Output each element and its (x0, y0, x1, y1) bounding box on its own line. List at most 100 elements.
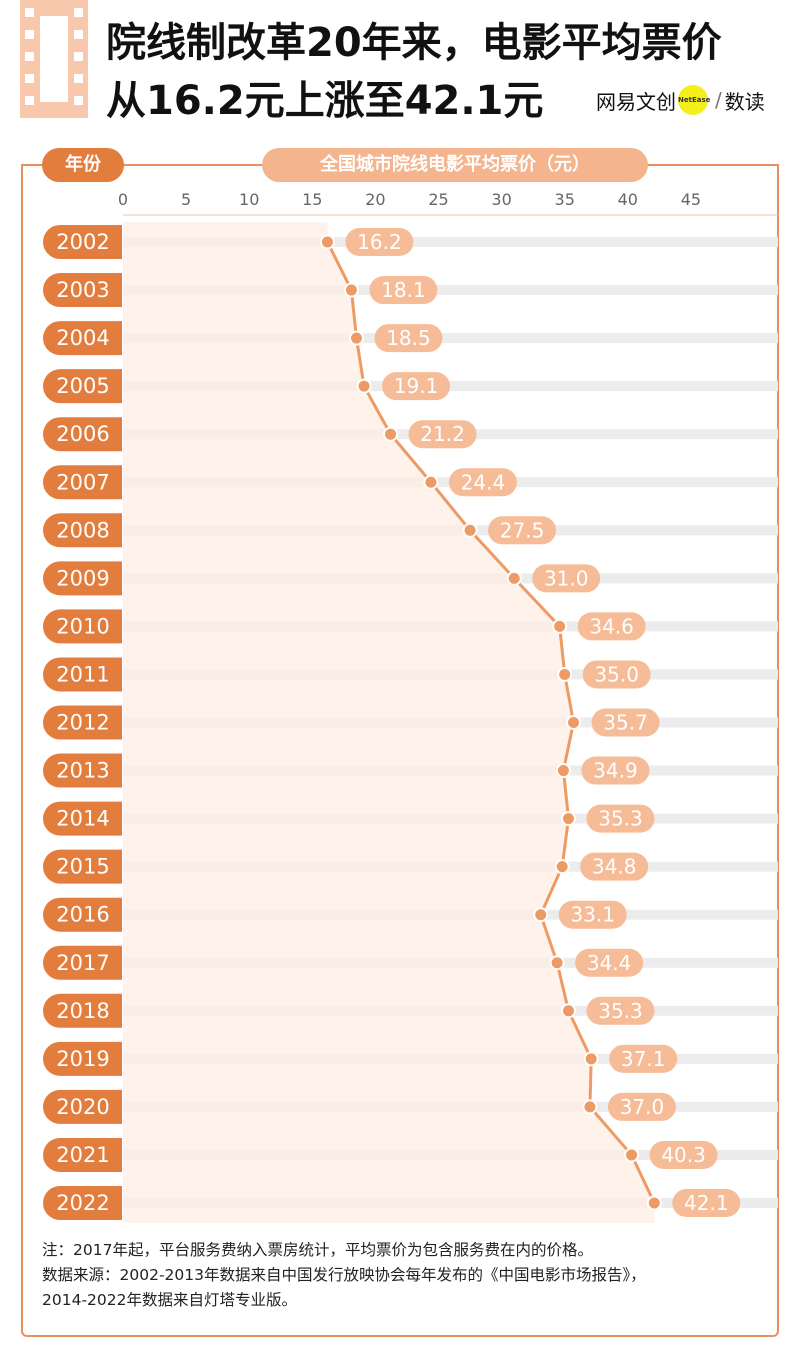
year-pill (42, 993, 123, 1028)
x-tick-label: 40 (618, 190, 638, 209)
value-pill (345, 228, 414, 256)
value-pill (577, 612, 646, 641)
footnote-line-3: 2014-2022年数据来自灯塔专业版。 (42, 1291, 297, 1309)
value-label: 42.1 (684, 1191, 729, 1215)
year-label: 2009 (56, 566, 109, 590)
year-label: 2008 (56, 518, 109, 542)
x-tick-label: 25 (428, 190, 448, 209)
value-label: 18.1 (381, 278, 426, 302)
logo-brand: 网易文创 (596, 89, 676, 114)
year-pill (43, 369, 122, 404)
footnote-line-1: 注：2017年起，平台服务费纳入票房统计，平均票价为包含服务费在内的价格。 (42, 1241, 593, 1259)
data-point (319, 234, 335, 250)
year-label: 2020 (56, 1095, 109, 1119)
title-line-1: 院线制改革20年来，电影平均票价 (106, 20, 722, 66)
year-pill (43, 753, 122, 788)
value-label: 37.0 (620, 1095, 665, 1119)
year-label: 2010 (56, 614, 109, 638)
year-label: 2021 (56, 1143, 109, 1167)
brand-logo: 网易文创 NetEase / 数读 (596, 84, 782, 116)
value-pill (532, 564, 601, 593)
value-pill (609, 1044, 678, 1073)
x-tick-label: 20 (365, 190, 385, 209)
value-pill (488, 516, 557, 545)
year-pill (43, 1186, 122, 1220)
value-label: 35.3 (598, 999, 643, 1023)
year-axis-header: 年份 (42, 148, 124, 182)
value-pill (586, 996, 655, 1025)
year-label: 2014 (56, 807, 109, 831)
value-pill (369, 276, 438, 305)
year-pill (43, 417, 122, 452)
film-strip-decoration (20, 0, 88, 118)
chart-frame (21, 165, 779, 1337)
value-label: 18.5 (386, 326, 431, 350)
value-pill (586, 804, 655, 833)
value-label: 37.1 (621, 1047, 666, 1071)
logo-product: 数读 (724, 89, 765, 114)
year-label: 2006 (56, 422, 109, 446)
year-label: 2005 (56, 374, 109, 398)
value-pill (382, 372, 451, 401)
logo-badge: NetEase (678, 85, 710, 115)
value-pill (408, 420, 477, 449)
year-pill (43, 801, 122, 836)
year-label: 2017 (56, 951, 109, 975)
row-band (123, 333, 778, 344)
row-band (123, 285, 778, 296)
data-point (348, 330, 364, 346)
data-point (557, 666, 573, 682)
value-label: 31.0 (544, 566, 589, 590)
data-point (566, 715, 582, 730)
data-point (423, 474, 439, 490)
x-tick-label: 0 (118, 190, 128, 209)
value-pill (649, 1140, 718, 1169)
value-label: 16.2 (357, 230, 402, 254)
year-pill (43, 609, 122, 644)
year-pill (43, 561, 122, 596)
value-label: 35.0 (594, 662, 639, 686)
value-pill (607, 1092, 676, 1121)
value-pill (582, 660, 651, 689)
value-label: 33.1 (570, 903, 615, 927)
data-point (506, 570, 522, 586)
value-label: 35.3 (598, 807, 643, 831)
data-point (552, 618, 568, 634)
data-point (582, 1099, 598, 1115)
year-label: 2007 (56, 470, 109, 494)
area-fill (123, 222, 655, 1223)
price-axis-header: 全国城市院线电影平均票价（元） (262, 148, 648, 182)
year-label: 2022 (56, 1191, 109, 1215)
x-tick-label: 35 (555, 190, 575, 209)
value-label: 27.5 (500, 518, 545, 542)
year-pill (43, 849, 122, 884)
value-label: 34.9 (593, 759, 638, 783)
title-line-2: 从16.2元上涨至42.1元 (106, 78, 544, 124)
row-band (123, 237, 778, 247)
value-pill (591, 708, 660, 737)
year-pill (43, 1089, 122, 1124)
year-pill (43, 513, 122, 548)
year-pill (43, 1137, 122, 1172)
data-point (383, 426, 399, 442)
logo-separator: / (715, 88, 722, 112)
value-pill (575, 948, 644, 977)
value-label: 35.7 (603, 711, 648, 735)
year-pill (43, 273, 122, 308)
value-label: 24.4 (461, 470, 506, 494)
year-label: 2018 (56, 999, 109, 1023)
data-point (462, 522, 478, 538)
year-pill (43, 465, 122, 500)
year-label: 2012 (56, 711, 109, 735)
data-point (646, 1195, 662, 1211)
year-label: 2016 (56, 903, 109, 927)
data-point (533, 907, 549, 923)
year-pill (43, 897, 122, 932)
footnote: 注：2017年起，平台服务费纳入票房统计，平均票价为包含服务费在内的价格。 数据… (42, 1238, 772, 1313)
year-pill (43, 321, 122, 356)
year-label: 2002 (56, 230, 109, 254)
value-pill (374, 324, 443, 353)
year-pill (43, 705, 122, 740)
x-tick-label: 30 (491, 190, 511, 209)
